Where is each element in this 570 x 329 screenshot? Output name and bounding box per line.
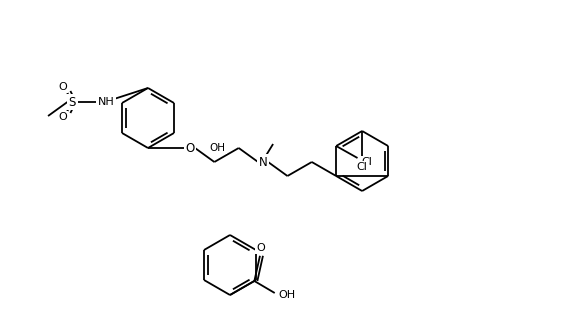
Text: O: O bbox=[58, 82, 67, 92]
Text: S: S bbox=[69, 95, 76, 109]
Text: O: O bbox=[58, 112, 67, 122]
Text: Cl: Cl bbox=[357, 162, 368, 172]
Text: NH: NH bbox=[97, 97, 115, 107]
Text: O: O bbox=[256, 243, 266, 253]
Text: O: O bbox=[185, 141, 194, 155]
Text: OH: OH bbox=[278, 290, 295, 300]
Text: N: N bbox=[259, 156, 267, 168]
Text: Cl: Cl bbox=[361, 157, 372, 167]
Text: OH: OH bbox=[209, 143, 225, 153]
